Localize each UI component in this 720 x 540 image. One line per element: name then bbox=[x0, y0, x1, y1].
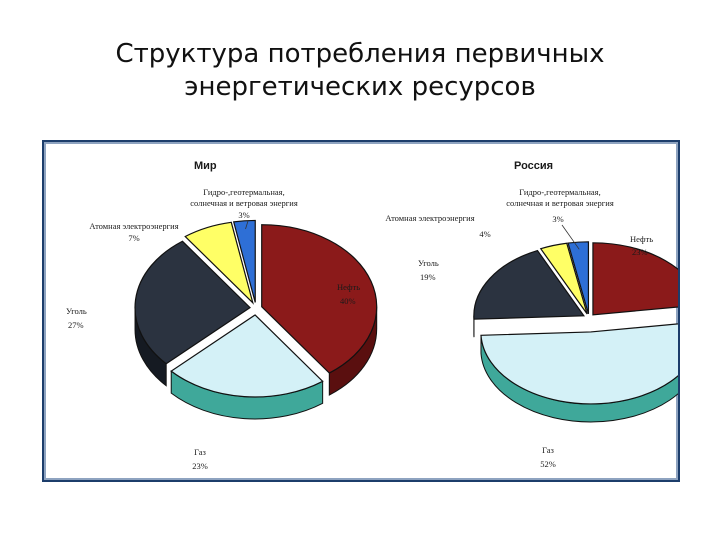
charts-canvas: Мир Гидро-,геотермальная, солнечная и ве… bbox=[66, 160, 678, 471]
label-world-hydro-line2: солнечная и ветровая энергия bbox=[190, 198, 298, 208]
label-russia-hydro-line1: Гидро-,геотермальная, bbox=[519, 187, 600, 197]
pie-world-slice-oil bbox=[261, 224, 378, 374]
label-world-coal: Уголь bbox=[66, 306, 87, 316]
label-russia-gas-pct: 52% bbox=[540, 459, 556, 469]
slide-title-line-1: Структура потребления первичных bbox=[115, 39, 605, 69]
label-world-oil: Нефть bbox=[337, 282, 360, 292]
label-world-hydro-line1: Гидро-,геотермальная, bbox=[203, 187, 284, 197]
label-world-oil-pct: 40% bbox=[340, 296, 356, 306]
label-russia-oil: Нефть bbox=[630, 234, 653, 244]
label-russia-coal: Уголь bbox=[418, 258, 439, 268]
chart-title-russia: Россия bbox=[514, 160, 553, 172]
slide-title-line-2: энергетических ресурсов bbox=[184, 72, 536, 102]
pie-russia-slice-coal bbox=[473, 249, 586, 320]
label-russia-nuclear: Атомная электроэнергия bbox=[385, 213, 474, 223]
pie-world-slice-nuclear bbox=[184, 221, 254, 305]
label-world-hydro-pct: 3% bbox=[238, 210, 249, 220]
pie-russia-slice-hydro bbox=[567, 241, 590, 314]
label-world-gas-pct: 23% bbox=[192, 461, 208, 471]
label-russia-coal-pct: 19% bbox=[420, 272, 436, 282]
pie-world-slice-hydro bbox=[232, 219, 256, 303]
label-russia-hydro-pct: 3% bbox=[552, 214, 563, 224]
pie-russia bbox=[473, 224, 678, 423]
pie-russia-slice-oil bbox=[592, 242, 678, 316]
label-world-nuclear: Атомная электроэнергия bbox=[89, 221, 178, 231]
pie-russia-slice-gas bbox=[480, 323, 678, 405]
pie-world-slice-coal bbox=[134, 240, 251, 365]
chart-title-world: Мир bbox=[194, 160, 217, 172]
label-world-nuclear-pct: 7% bbox=[128, 233, 139, 243]
label-russia-gas: Газ bbox=[542, 445, 554, 455]
label-world-coal-pct: 27% bbox=[68, 320, 84, 330]
label-russia-hydro-line2: солнечная и ветровая энергия bbox=[506, 198, 614, 208]
pie-world-slice-gas bbox=[170, 314, 324, 398]
pie-russia-slice-nuclear bbox=[539, 242, 588, 315]
label-russia-nuclear-pct: 4% bbox=[479, 229, 490, 239]
label-world-gas: Газ bbox=[194, 447, 206, 457]
slide-title: Структура потребления первичных энергети… bbox=[0, 38, 720, 104]
pie-world-hydro-leader bbox=[245, 220, 249, 230]
pie-russia-hydro-leader bbox=[561, 224, 580, 250]
pie-world bbox=[134, 219, 378, 420]
label-russia-oil-pct: 23% bbox=[632, 247, 648, 257]
chart-frame: Мир Гидро-,геотермальная, солнечная и ве… bbox=[42, 140, 680, 482]
